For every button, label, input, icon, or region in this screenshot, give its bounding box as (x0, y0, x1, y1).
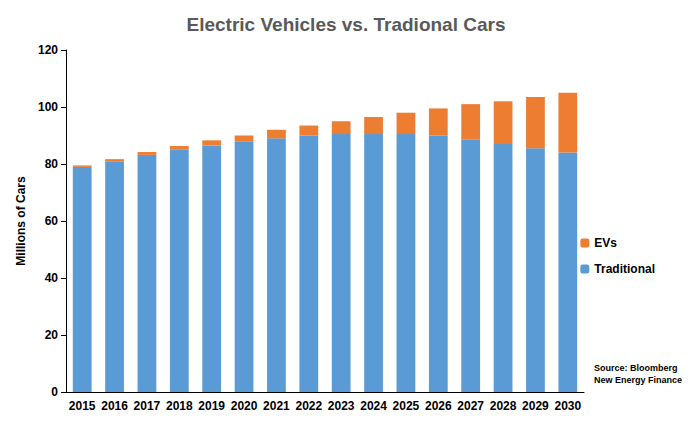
svg-text:0: 0 (51, 385, 58, 399)
svg-text:2015: 2015 (69, 399, 96, 413)
svg-text:New Energy Finance: New Energy Finance (594, 375, 682, 385)
svg-text:100: 100 (38, 100, 58, 114)
svg-text:2019: 2019 (198, 399, 225, 413)
svg-text:2018: 2018 (166, 399, 193, 413)
svg-text:2016: 2016 (101, 399, 128, 413)
svg-text:80: 80 (45, 157, 59, 171)
svg-text:2024: 2024 (360, 399, 387, 413)
svg-text:Electric Vehicles vs. Tradiona: Electric Vehicles vs. Tradional Cars (187, 14, 506, 35)
svg-text:2029: 2029 (522, 399, 549, 413)
svg-text:2017: 2017 (134, 399, 161, 413)
svg-text:20: 20 (45, 328, 59, 342)
svg-text:60: 60 (45, 214, 59, 228)
svg-text:2027: 2027 (457, 399, 484, 413)
svg-text:Traditional: Traditional (594, 262, 655, 276)
svg-text:2021: 2021 (263, 399, 290, 413)
svg-text:2022: 2022 (295, 399, 322, 413)
svg-text:2028: 2028 (490, 399, 517, 413)
svg-text:EVs: EVs (594, 236, 617, 250)
svg-text:2025: 2025 (393, 399, 420, 413)
svg-text:2023: 2023 (328, 399, 355, 413)
svg-text:2026: 2026 (425, 399, 452, 413)
svg-text:2020: 2020 (231, 399, 258, 413)
svg-text:Millions of Cars: Millions of Cars (14, 176, 28, 266)
svg-text:120: 120 (38, 43, 58, 57)
svg-text:Source: Bloomberg: Source: Bloomberg (594, 363, 678, 373)
svg-text:2030: 2030 (554, 399, 581, 413)
svg-text:40: 40 (45, 271, 59, 285)
